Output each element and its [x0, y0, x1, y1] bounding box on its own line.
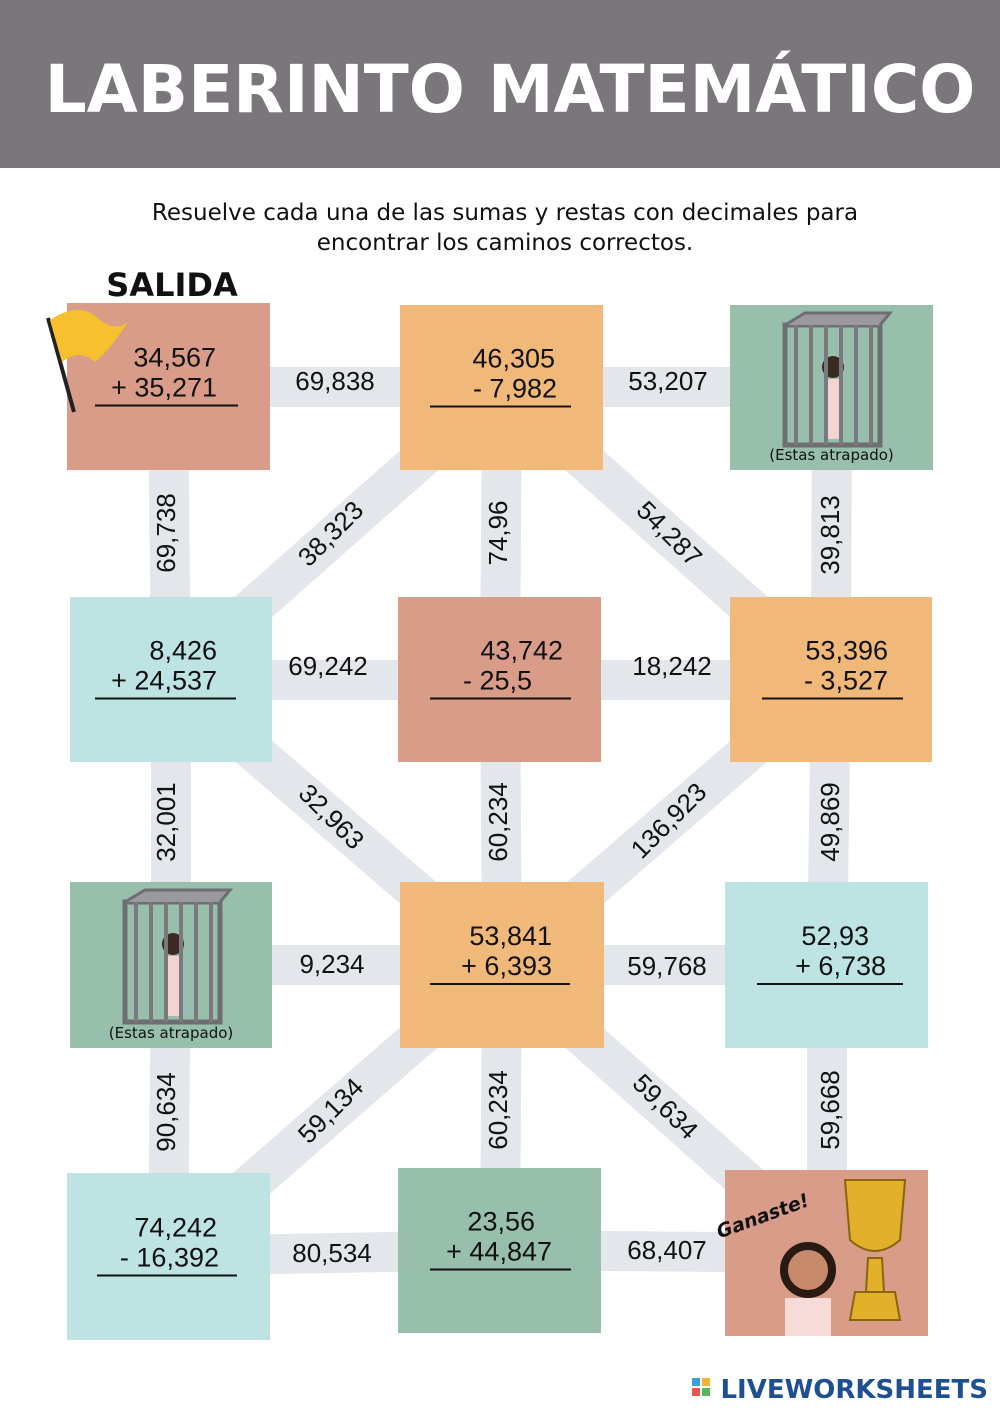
operation-box — [400, 305, 603, 470]
path-label: 9,234 — [299, 949, 364, 979]
operand: 53,396 — [805, 636, 888, 666]
person-body — [824, 379, 842, 439]
person-head — [780, 1242, 836, 1298]
operation-box — [398, 597, 601, 762]
trophy — [843, 1179, 907, 1321]
operand: 34,567 — [133, 343, 216, 373]
operand: + 35,271 — [111, 373, 217, 403]
operand: + 24,537 — [111, 666, 217, 696]
operation-box — [70, 597, 272, 762]
path-label: 80,534 — [292, 1238, 372, 1268]
path-label: 39,813 — [815, 495, 845, 575]
boxes: 34,567+ 35,271 46,305- 7,982 8,426+ 24,537… — [67, 303, 933, 1340]
jail-caption: (Estas atrapado) — [109, 1024, 234, 1042]
title: LABERINTO MATEMÁTICO — [45, 50, 976, 128]
operand: 46,305 — [472, 344, 555, 374]
operation-box — [398, 1168, 601, 1333]
operation-box — [400, 882, 604, 1048]
path-label: 74,96 — [483, 500, 513, 565]
operand: - 16,392 — [120, 1243, 219, 1273]
cage-top — [124, 888, 234, 904]
operand: + 6,738 — [795, 951, 886, 981]
brand: LIVEWORKSHEETS — [720, 1375, 988, 1405]
operation-box — [67, 1173, 270, 1340]
person-body — [785, 1298, 831, 1336]
path-label: 60,234 — [483, 782, 513, 862]
operand: 43,742 — [480, 636, 563, 666]
person-body — [164, 956, 182, 1016]
path-label: 60,234 — [483, 1070, 513, 1150]
cage-top — [784, 311, 894, 327]
operation-box — [730, 597, 932, 762]
flag — [46, 310, 128, 413]
path-label: 49,869 — [815, 782, 845, 862]
path-label: 90,634 — [151, 1072, 181, 1152]
operation-box — [725, 882, 928, 1048]
operand: - 7,982 — [473, 374, 557, 404]
operand: 23,56 — [467, 1207, 535, 1237]
start-label: SALIDA — [106, 266, 238, 304]
operand: 53,841 — [469, 921, 552, 951]
path-label: 53,207 — [628, 366, 708, 396]
instruction-line: encontrar los caminos correctos. — [317, 230, 694, 256]
path-label: 32,001 — [151, 782, 181, 862]
path-label: 68,407 — [627, 1235, 707, 1265]
operand: + 6,393 — [461, 951, 552, 981]
jail-caption: (Estas atrapado) — [769, 446, 894, 464]
instruction-line: Resuelve cada una de las sumas y restas … — [152, 200, 858, 226]
footer: LIVEWORKSHEETS — [692, 1375, 988, 1405]
header-band — [0, 0, 1000, 168]
operand: 8,426 — [149, 636, 217, 666]
path-label: 69,242 — [288, 651, 368, 681]
operand: + 44,847 — [446, 1237, 552, 1267]
path-label: 69,838 — [295, 366, 375, 396]
path-label: 59,668 — [815, 1070, 845, 1150]
operand: - 25,5 — [463, 666, 532, 696]
path-label: 18,242 — [632, 651, 712, 681]
operand: - 3,527 — [804, 666, 888, 696]
path-label: 69,738 — [151, 493, 181, 573]
path-label: 59,768 — [627, 951, 707, 981]
operand: 74,242 — [134, 1213, 217, 1243]
operand: 52,93 — [801, 921, 869, 951]
